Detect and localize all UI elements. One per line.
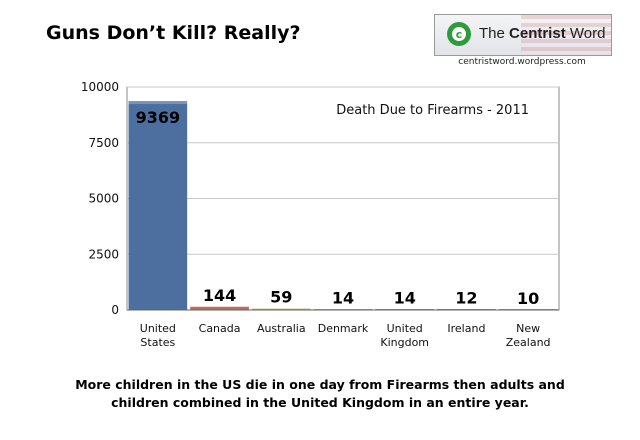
logo-brand-bold: Centrist	[509, 25, 566, 42]
copyright-c-icon: c	[447, 22, 471, 46]
y-tick-label-10000: 10000	[81, 80, 119, 94]
x-tick-label-0-0: United	[140, 322, 176, 335]
x-tick-label-6-1: Zealand	[506, 336, 551, 349]
chart-title: Death Due to Firearms - 2011	[336, 103, 529, 118]
y-tick-label-0: 0	[111, 303, 119, 317]
data-label-2: 59	[270, 288, 292, 307]
page-headline: Guns Don’t Kill? Really?	[46, 22, 301, 44]
data-label-1: 144	[203, 286, 236, 305]
x-tick-label-4-0: United	[387, 322, 423, 335]
bar-0	[128, 101, 188, 311]
bar-highlight-2	[251, 308, 311, 310]
x-tick-label-5-0: Ireland	[447, 322, 485, 335]
data-label-4: 14	[394, 289, 416, 308]
caption: More children in the US die in one day f…	[20, 376, 620, 412]
y-tick-label-7500: 7500	[88, 136, 119, 150]
x-tick-label-0-1: States	[140, 336, 175, 349]
bar-2	[251, 308, 311, 310]
y-tick-label-5000: 5000	[88, 192, 119, 206]
x-tick-label-6-0: New	[516, 322, 540, 335]
data-label-3: 14	[332, 289, 354, 308]
caption-line-2: children combined in the United Kingdom …	[111, 395, 529, 410]
bar-highlight-1	[190, 306, 249, 310]
logo-brand-text: The Centrist Word	[479, 25, 605, 42]
logo-brand-prefix: The	[479, 25, 510, 42]
centrist-word-logo: c The Centrist Word	[434, 14, 612, 56]
x-tick-label-1-0: Canada	[199, 322, 241, 335]
logo-brand-suffix: Word	[565, 25, 606, 42]
caption-line-1: More children in the US die in one day f…	[75, 377, 565, 392]
bar-highlight-0	[128, 101, 188, 105]
data-label-5: 12	[455, 289, 477, 308]
data-label-0: 9369	[136, 108, 181, 127]
flag-stripes-decoration	[521, 15, 611, 55]
bar-1	[190, 306, 249, 310]
data-label-6: 10	[517, 289, 539, 308]
y-tick-label-2500: 2500	[88, 247, 119, 261]
x-tick-label-4-1: Kingdom	[380, 336, 429, 349]
x-tick-label-3-0: Denmark	[318, 322, 369, 335]
logo-url: centristword.wordpress.com	[458, 57, 586, 67]
x-tick-label-2-0: Australia	[257, 322, 306, 335]
logo-symbol: c	[452, 27, 466, 41]
